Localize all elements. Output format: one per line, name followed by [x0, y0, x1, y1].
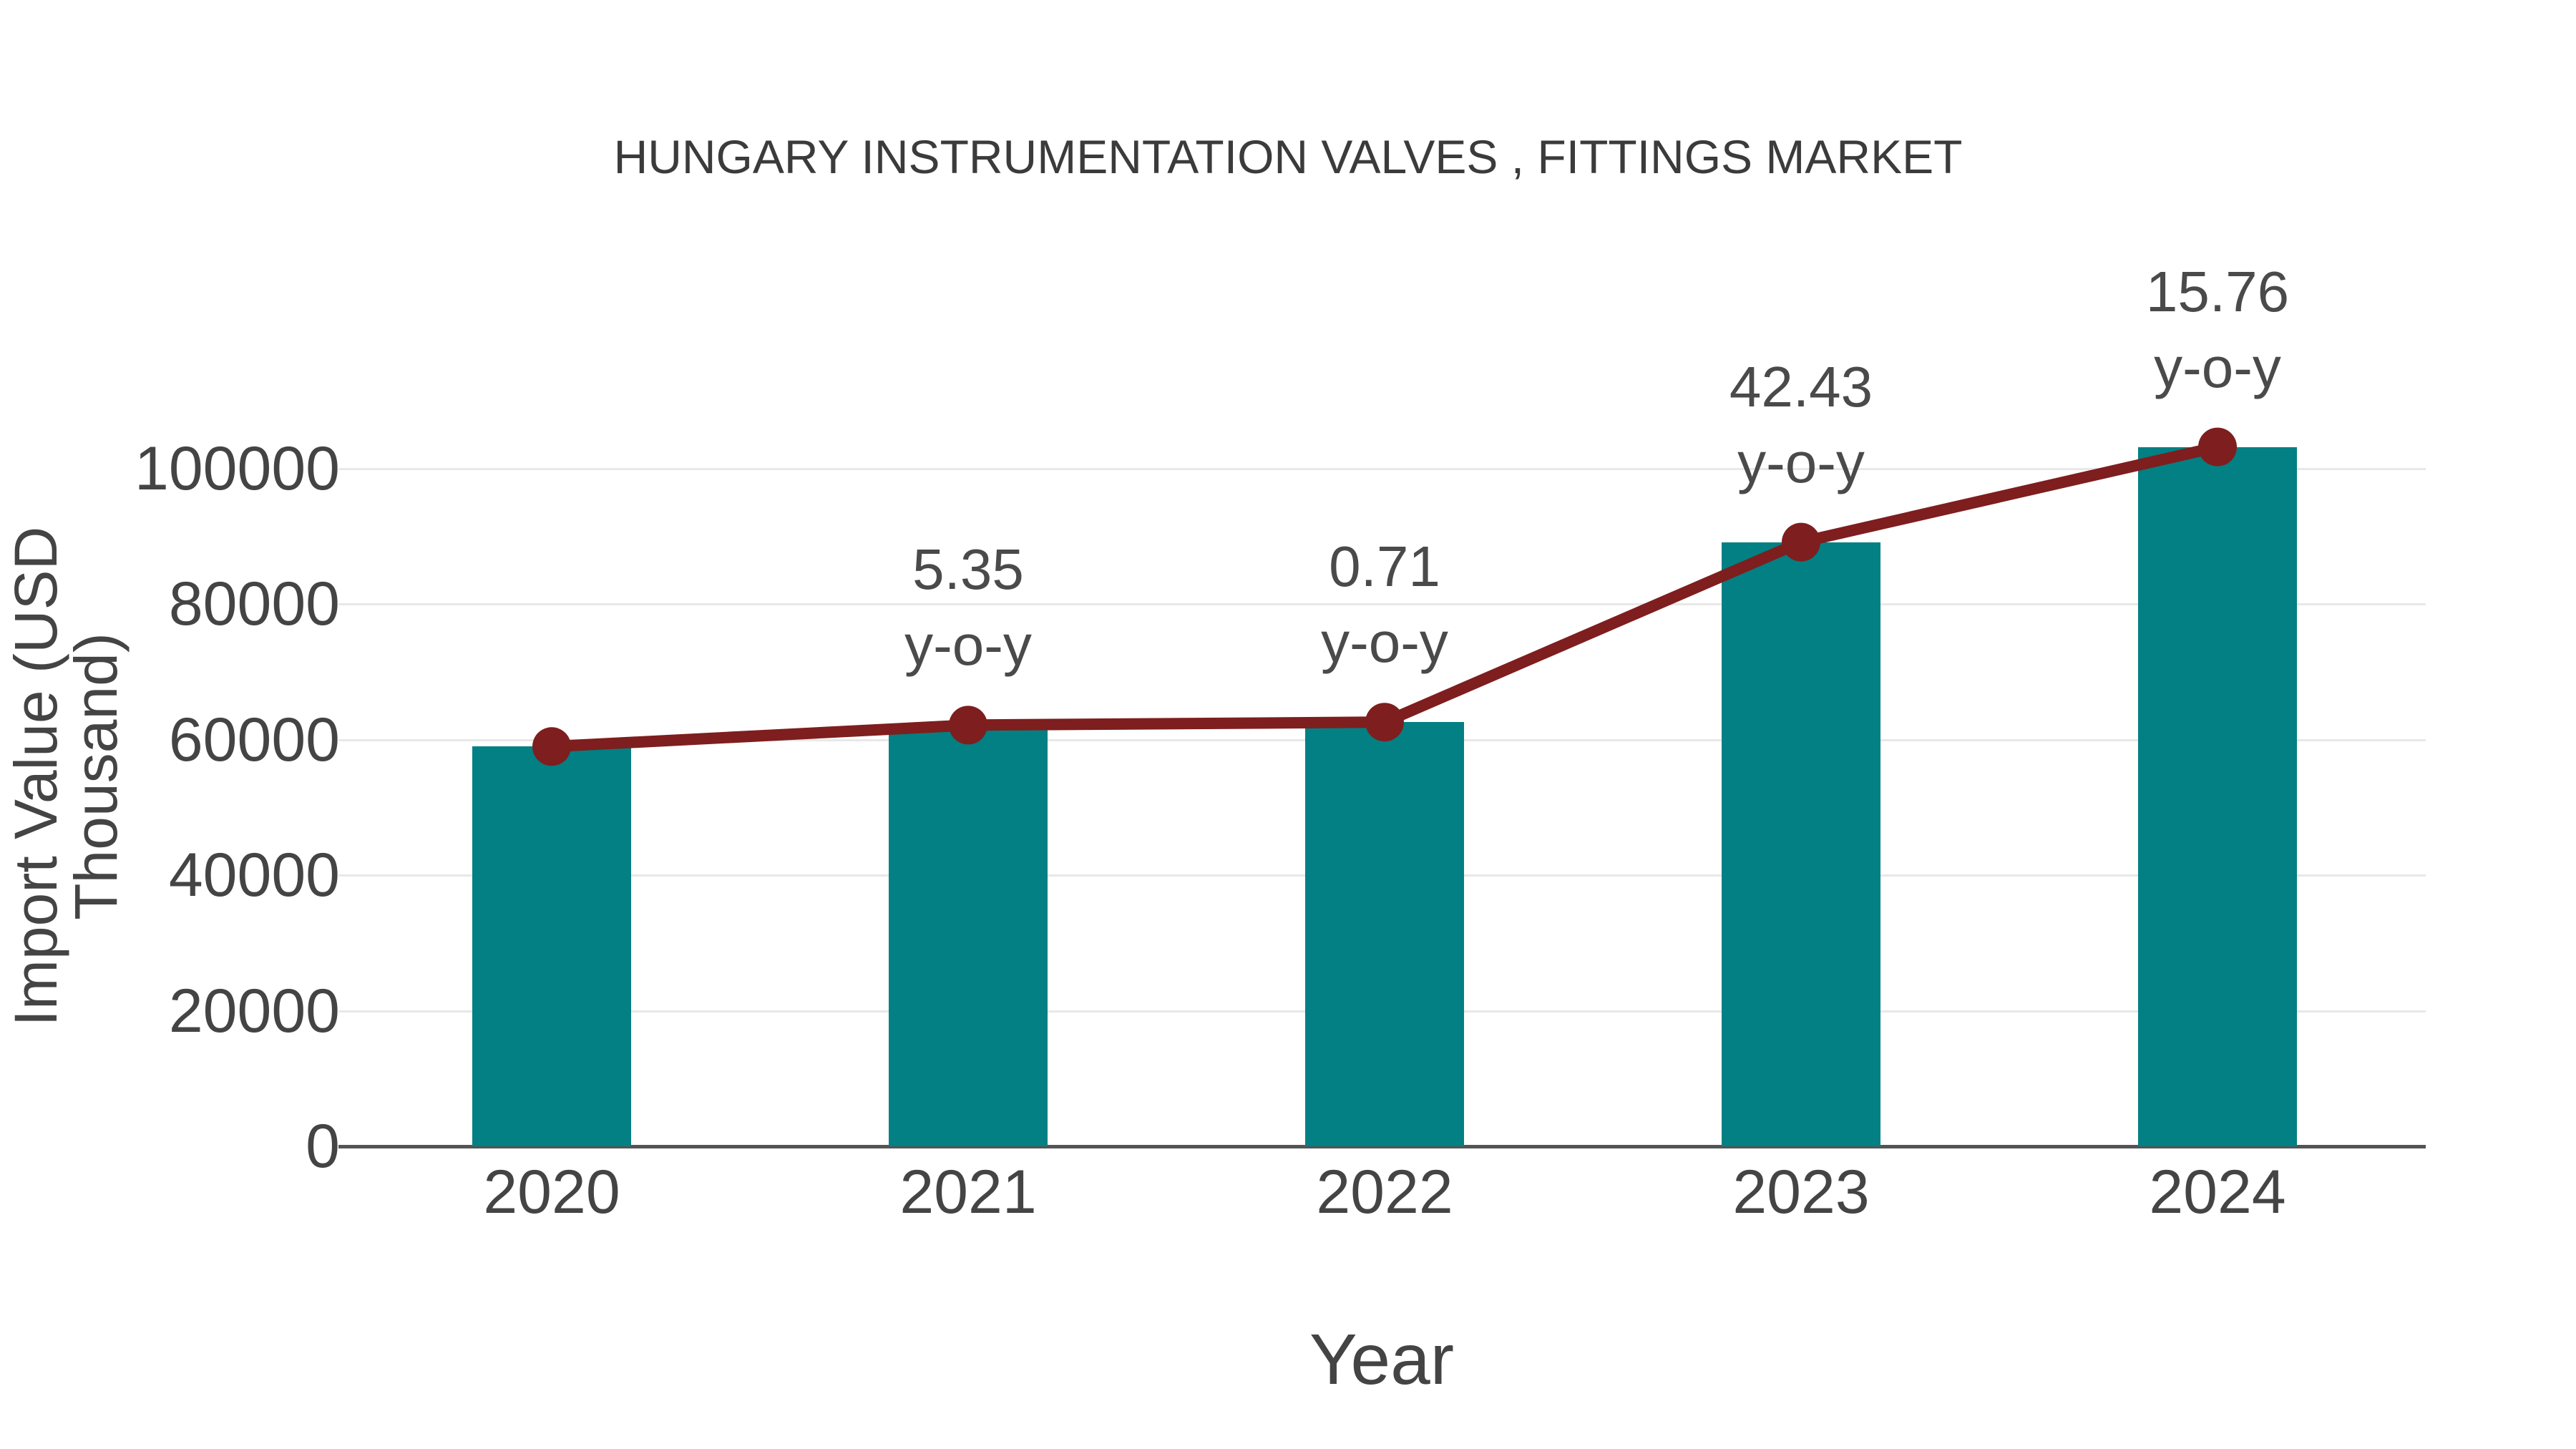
chart-title: HUNGARY INSTRUMENTATION VALVES , FITTING… — [613, 130, 1963, 183]
y-tick-label-0: 0 — [306, 1112, 340, 1181]
gridline-100000 — [338, 468, 2426, 470]
annotation-2021: 5.35 y-o-y — [768, 532, 1169, 683]
x-tick-label-2022: 2022 — [1316, 1158, 1453, 1226]
annotation-line: 15.76 — [2145, 259, 2290, 323]
bar-2023 — [1722, 542, 1880, 1146]
y-tick-label-100000: 100000 — [135, 434, 340, 503]
x-tick-label-2023: 2023 — [1732, 1158, 1870, 1226]
x-axis-line — [338, 1145, 2426, 1148]
annotation-2024: 15.76 y-o-y — [2017, 254, 2418, 406]
annotation-2022: 0.71 y-o-y — [1184, 529, 1585, 680]
bar-2021 — [889, 725, 1048, 1146]
bar-2022 — [1305, 722, 1464, 1146]
y-tick-label-20000: 20000 — [168, 976, 340, 1045]
y-tick-label-60000: 60000 — [168, 705, 340, 774]
annotation-line: y-o-y — [904, 613, 1032, 678]
annotation-line: y-o-y — [1737, 430, 1865, 494]
annotation-line: 0.71 — [1329, 535, 1440, 599]
x-tick-label-2021: 2021 — [899, 1158, 1037, 1226]
annotation-line: y-o-y — [1321, 610, 1448, 675]
x-axis-title: Year — [1309, 1319, 1455, 1400]
annotation-line: 42.43 — [1729, 354, 1873, 419]
y-tick-label-40000: 40000 — [168, 841, 340, 910]
y-tick-label-80000: 80000 — [168, 570, 340, 639]
x-tick-label-2020: 2020 — [483, 1158, 620, 1226]
annotation-line: 5.35 — [912, 537, 1024, 602]
annotation-2023: 42.43 y-o-y — [1601, 349, 2001, 501]
x-tick-label-2024: 2024 — [2149, 1158, 2286, 1226]
bar-2020 — [472, 746, 631, 1146]
bar-2024 — [2138, 447, 2297, 1146]
annotation-line: y-o-y — [2154, 335, 2281, 399]
